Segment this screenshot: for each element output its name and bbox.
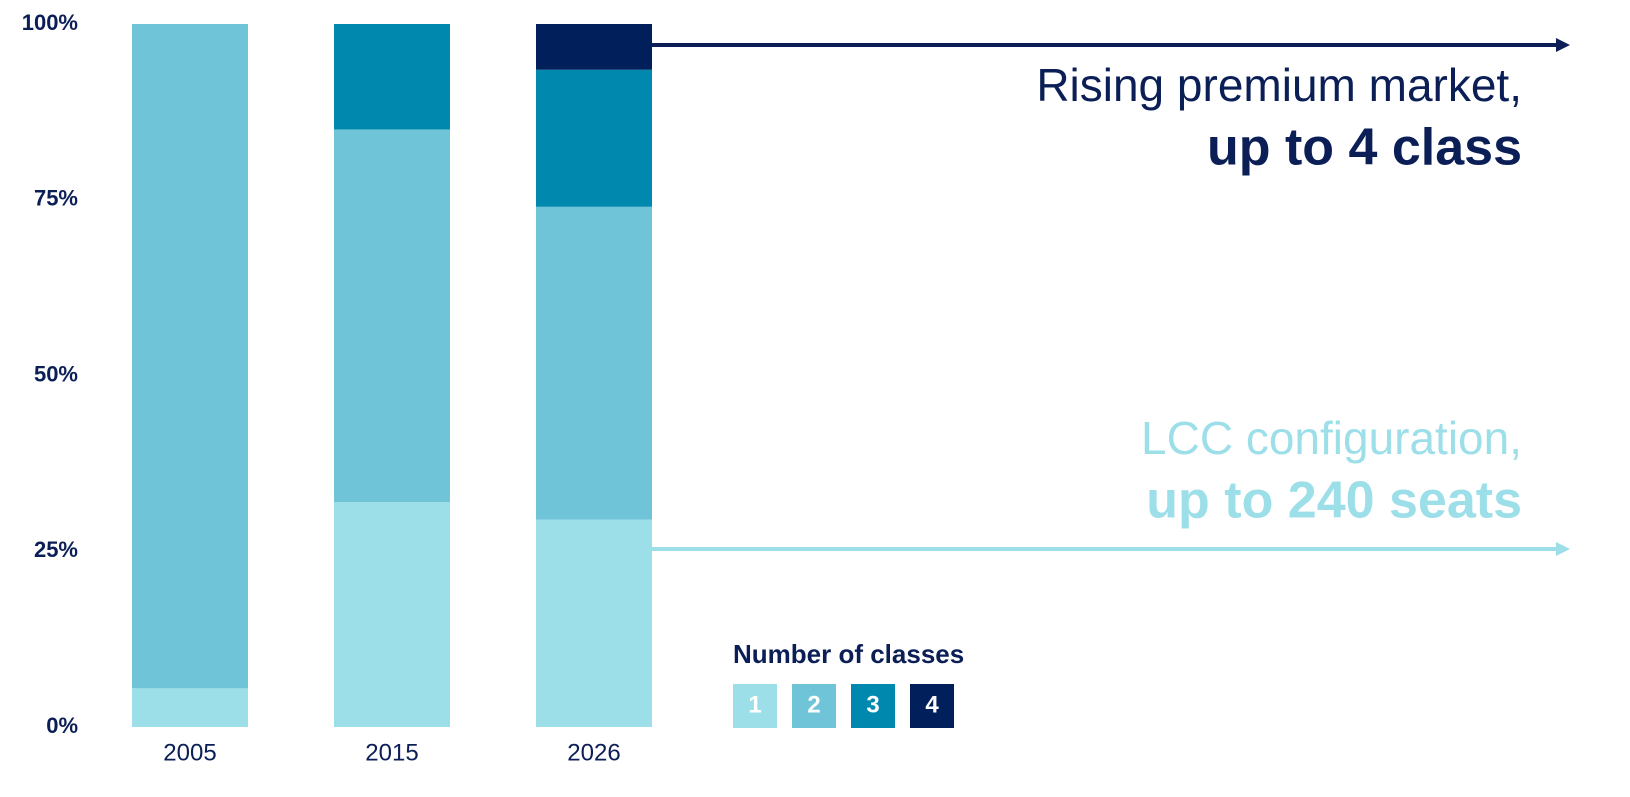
x-tick-label: 2015 (365, 739, 418, 766)
bar-segment (334, 502, 450, 727)
x-tick-label: 2005 (163, 739, 216, 766)
y-tick-label: 100% (22, 10, 78, 35)
bar-segment (536, 24, 652, 70)
legend-swatch (792, 684, 836, 728)
bar-segment (334, 24, 450, 130)
y-tick-label: 50% (34, 361, 78, 386)
legend-label: 1 (748, 691, 761, 718)
bar-segment (536, 69, 652, 207)
legend-title: Number of classes (733, 639, 964, 669)
y-tick-label: 25% (34, 537, 78, 562)
y-tick-label: 0% (46, 713, 78, 738)
legend-label: 2 (807, 691, 820, 718)
annotation: LCC configuration, (1141, 412, 1522, 464)
x-tick-label: 2026 (567, 739, 620, 766)
legend-swatch (851, 684, 895, 728)
arrow-head (1556, 38, 1570, 52)
bar-segment (536, 206, 652, 520)
annotation: up to 240 seats (1146, 472, 1522, 530)
legend-swatch (910, 684, 954, 728)
bar-segment (132, 688, 248, 727)
legend-swatch (733, 684, 777, 728)
annotation: Rising premium market, (1036, 59, 1522, 111)
annotation: up to 4 class (1207, 119, 1522, 177)
bar-segment (536, 519, 652, 727)
legend-label: 3 (866, 691, 879, 718)
legend-label: 4 (925, 691, 939, 718)
bar-segment (334, 129, 450, 503)
arrow-head (1556, 542, 1570, 556)
bar-segment (132, 24, 248, 689)
y-tick-label: 75% (34, 186, 78, 211)
